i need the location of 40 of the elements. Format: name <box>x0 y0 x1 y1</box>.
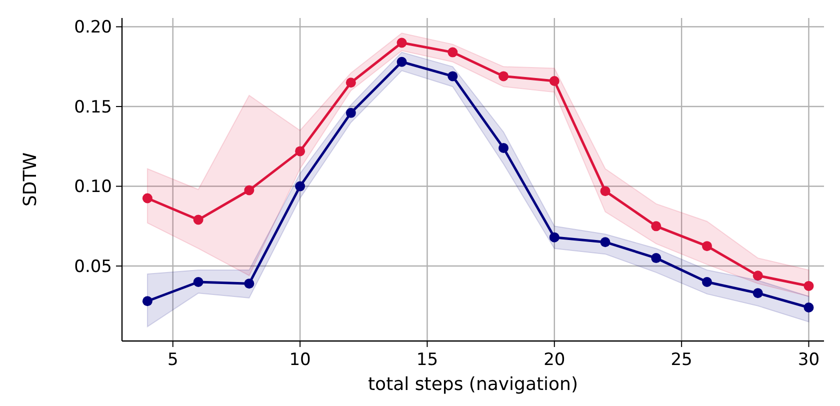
x-tick-label: 5 <box>167 350 178 370</box>
point <box>295 146 306 156</box>
point <box>396 56 407 67</box>
point <box>549 76 560 86</box>
point <box>651 221 662 232</box>
point <box>702 241 712 252</box>
point <box>193 276 204 287</box>
point <box>498 143 509 153</box>
x-axis-title: total steps (navigation) <box>368 374 578 395</box>
point <box>448 47 458 58</box>
point <box>549 232 560 242</box>
point <box>244 278 254 289</box>
point <box>600 186 610 196</box>
point <box>651 253 662 264</box>
y-tick-label: 0.15 <box>74 97 112 118</box>
point <box>142 296 152 306</box>
point <box>295 181 306 192</box>
point <box>346 108 356 118</box>
point <box>142 193 152 204</box>
point <box>752 270 763 281</box>
y-axis-title: SDTW <box>20 152 41 207</box>
point <box>752 288 763 298</box>
point <box>702 276 712 287</box>
point <box>448 71 458 82</box>
point <box>193 214 204 225</box>
point <box>346 78 356 88</box>
point <box>244 185 254 196</box>
point <box>600 237 610 248</box>
x-tick-label: 10 <box>289 350 311 370</box>
x-tick-label: 30 <box>798 350 820 370</box>
y-tick-label: 0.05 <box>74 256 112 277</box>
y-tick-label: 0.20 <box>74 18 112 38</box>
x-tick-label: 20 <box>544 350 566 370</box>
point <box>804 280 814 291</box>
point <box>396 38 407 48</box>
x-tick-label: 25 <box>670 350 692 370</box>
point <box>804 302 814 313</box>
x-tick-label: 15 <box>416 350 438 370</box>
y-tick-label: 0.10 <box>74 177 112 198</box>
point <box>498 71 509 82</box>
